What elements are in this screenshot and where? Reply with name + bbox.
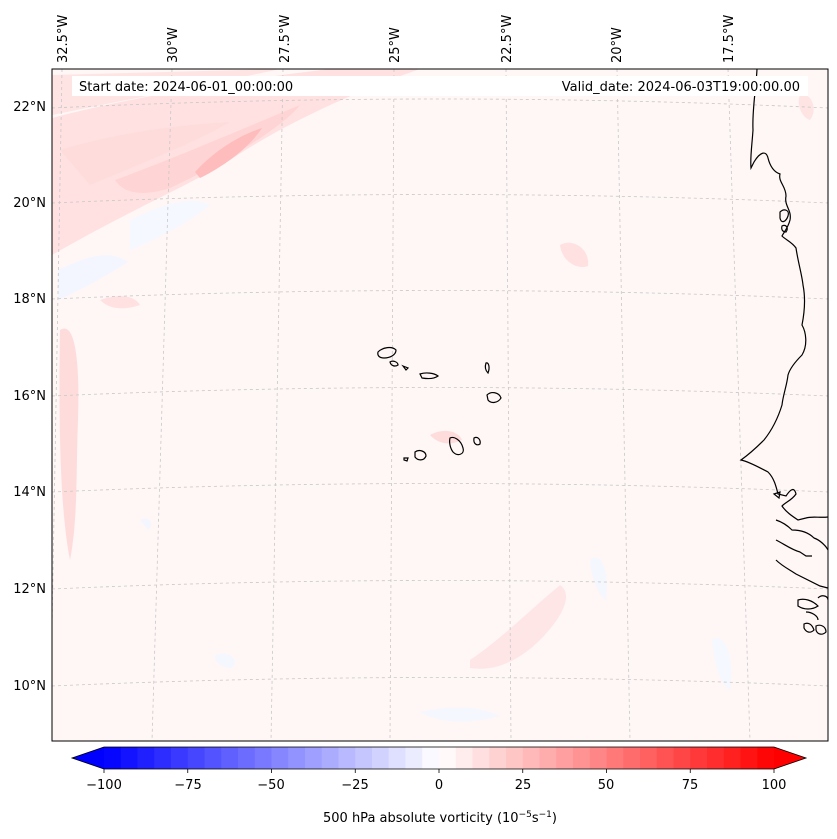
colorbar-segment: [187, 747, 205, 769]
colorbar-segment: [455, 747, 473, 769]
lon-label-25w: 25°W: [388, 27, 403, 63]
colorbar-segment: [104, 747, 122, 769]
colorbar-segment: [422, 747, 440, 769]
colorbar: −100 −75 −50 −25 0 25 50 75 100 500 hPa …: [70, 746, 808, 826]
colorbar-segment: [137, 747, 155, 769]
colorbar-segment: [690, 747, 708, 769]
lon-label-32-5w: 32.5°W: [56, 15, 71, 63]
colorbar-segment: [556, 747, 574, 769]
cb-tick-label-m25: −25: [341, 778, 368, 793]
lat-label-16n: 16°N: [13, 389, 46, 404]
lat-label-14n: 14°N: [13, 485, 46, 500]
colorbar-segment: [656, 747, 674, 769]
colorbar-segment: [506, 747, 524, 769]
lon-label-27-5w: 27.5°W: [278, 15, 293, 63]
colorbar-segment: [338, 747, 356, 769]
cb-tick-label-100: 100: [762, 778, 787, 793]
colorbar-segment: [472, 747, 490, 769]
lat-label-12n: 12°N: [13, 582, 46, 597]
colorbar-segment: [221, 747, 239, 769]
map-panel: [52, 69, 828, 741]
colorbar-segment: [154, 747, 172, 769]
cb-tick-label-m75: −75: [174, 778, 201, 793]
lat-label-10n: 10°N: [13, 679, 46, 694]
colorbar-segment: [238, 747, 256, 769]
lon-label-30w: 30°W: [166, 27, 181, 63]
cb-tick-label-25: 25: [515, 778, 532, 793]
cape-verde-islands: [377, 346, 502, 462]
colorbar-segment: [489, 747, 507, 769]
longitude-labels: 32.5°W 30°W 27.5°W 25°W 22.5°W 20°W 17.5…: [56, 15, 737, 63]
colorbar-label: 500 hPa absolute vorticity (10−5s−1): [323, 810, 557, 826]
colorbar-segment: [522, 747, 540, 769]
colorbar-segment: [606, 747, 624, 769]
colorbar-segment: [640, 747, 658, 769]
colorbar-low-extension: [72, 747, 104, 769]
colorbar-segment: [707, 747, 725, 769]
colorbar-segments: [104, 747, 775, 769]
colorbar-segment: [372, 747, 390, 769]
colorbar-segment: [171, 747, 189, 769]
colorbar-segment: [355, 747, 373, 769]
colorbar-segment: [388, 747, 406, 769]
colorbar-tick-labels: −100 −75 −50 −25 0 25 50 75 100: [86, 778, 786, 793]
colorbar-segment: [120, 747, 138, 769]
cb-tick-label-m100: −100: [86, 778, 122, 793]
colorbar-segment: [254, 747, 272, 769]
colorbar-segment: [589, 747, 607, 769]
header-band: [72, 76, 808, 96]
start-date-label: Start date: 2024-06-01_00:00:00: [79, 80, 293, 95]
valid-date-label: Valid_date: 2024-06-03T19:00:00.00: [562, 80, 800, 95]
map-frame: [51, 68, 829, 742]
cb-tick-label-m50: −50: [257, 778, 284, 793]
lat-label-20n: 20°N: [13, 196, 46, 211]
colorbar-segment: [305, 747, 323, 769]
colorbar-segment: [405, 747, 423, 769]
lat-label-22n: 22°N: [13, 100, 46, 115]
colorbar-segment: [271, 747, 289, 769]
lat-label-18n: 18°N: [13, 292, 46, 307]
vorticity-contours: [52, 69, 814, 722]
colorbar-segment: [439, 747, 457, 769]
colorbar-segment: [204, 747, 222, 769]
african-coastline: [739, 69, 828, 521]
lon-label-20w: 20°W: [610, 27, 625, 63]
colorbar-segment: [673, 747, 691, 769]
colorbar-segment: [539, 747, 557, 769]
colorbar-segment: [288, 747, 306, 769]
colorbar-segment: [573, 747, 591, 769]
colorbar-segment: [757, 747, 775, 769]
lon-label-17-5w: 17.5°W: [722, 15, 737, 63]
cb-tick-label-75: 75: [682, 778, 699, 793]
graticule: [52, 69, 828, 741]
lon-label-22-5w: 22.5°W: [500, 15, 515, 63]
latitude-labels: 22°N 20°N 18°N 16°N 14°N 12°N 10°N: [13, 100, 46, 694]
colorbar-segment: [723, 747, 741, 769]
cb-tick-label-50: 50: [598, 778, 615, 793]
cb-tick-label-0: 0: [435, 778, 443, 793]
coastline-details: [772, 209, 828, 635]
colorbar-segment: [321, 747, 339, 769]
colorbar-segment: [740, 747, 758, 769]
colorbar-high-extension: [774, 747, 806, 769]
colorbar-segment: [623, 747, 641, 769]
colorbar-ticks: [103, 769, 775, 773]
